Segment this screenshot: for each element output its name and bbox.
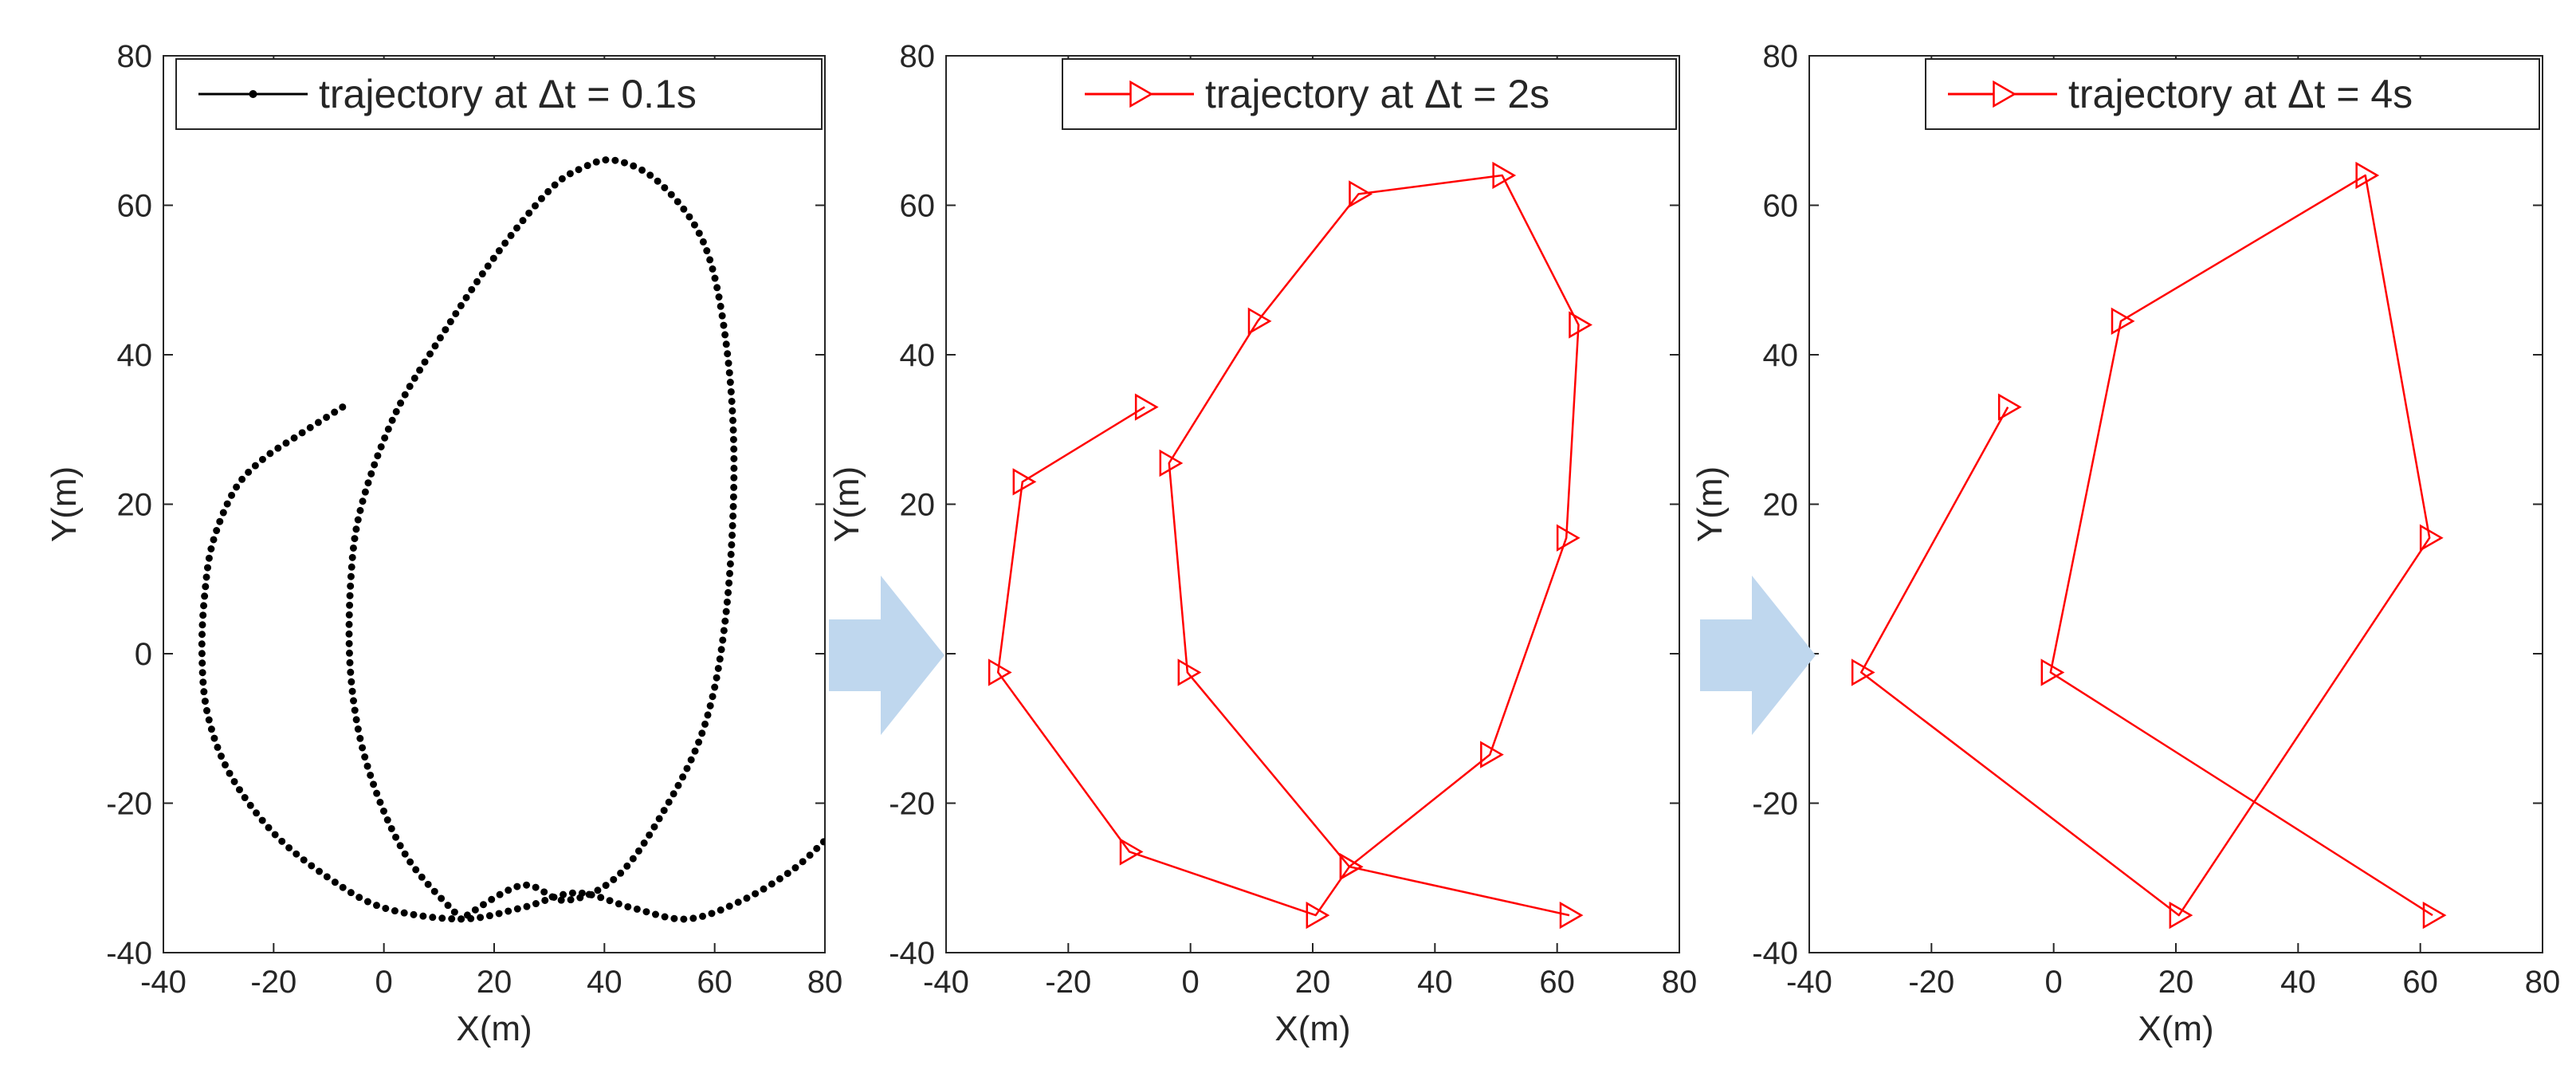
y-axis-label: Y(m) [827,466,866,542]
right-arrow-icon [1700,576,1816,735]
legend-marker-sample [1129,80,1154,108]
charts-group: -40 -20 0 20 40 60 80 -40 -20 0 20 40 60 80 X(m) Y(m) tr… [45,39,2560,1048]
data-point-marker [1997,393,2022,421]
x-axis-label: X(m) [2138,1009,2213,1048]
x-tick-label: -20 [1908,965,1954,1000]
y-axis-label: Y(m) [1690,466,1730,542]
y-tick-label: -40 [106,936,152,971]
legend-marker-sample [1993,80,2017,108]
data-point-marker [1480,741,1504,768]
data-point-marker [1247,307,1272,335]
x-tick-label: 0 [375,965,393,1000]
data-point-marker [1177,658,1202,686]
data-point-marker [1569,311,1593,339]
legend-label: trajectory at Δt = 4s [2068,72,2413,116]
y-tick-label: 40 [117,338,153,373]
x-tick-label: -20 [1045,965,1091,1000]
x-tick-label: 0 [1182,965,1200,1000]
data-point-marker [1339,853,1364,881]
y-tick-label: 60 [1763,189,1799,224]
y-tick-label: 60 [900,189,936,224]
y-tick-label: -20 [889,787,935,822]
plot-area [163,55,826,953]
y-tick-label: 80 [900,39,936,74]
series-line-1 [996,174,1580,917]
series-group [198,156,825,923]
arrows-group [829,576,1816,735]
x-tick-label: -40 [140,965,187,1000]
right-arrow-icon [829,576,944,735]
x-tick-label: 60 [2402,965,2438,1000]
chart-panel-3: -40-20020406080-40-20020406080X(m)Y(m)tr… [1690,39,2560,1048]
series-line-1 [198,403,825,923]
data-point-marker [1492,161,1517,190]
x-tick-label: 60 [697,965,732,1000]
data-point-marker [2169,901,2193,930]
data-point-marker [1349,180,1373,208]
data-point-marker [1559,901,1584,930]
series-group [1851,161,2447,930]
series-group [988,161,1593,930]
x-tick-label: 60 [1539,965,1575,1000]
chart-panel-2: -40-20020406080-40-20020406080X(m)Y(m)tr… [827,39,1697,1048]
data-point-marker [2355,161,2380,190]
x-tick-label: 40 [587,965,622,1000]
y-tick-label: -20 [106,787,152,822]
data-point-marker [2422,901,2447,930]
data-point-marker [988,658,1012,686]
data-point-marker [1012,468,1037,496]
x-tick-label: 20 [477,965,512,1000]
x-tick-label: -40 [923,965,969,1000]
y-tick-label: 80 [1763,39,1799,74]
x-tick-label: 40 [2280,965,2316,1000]
y-tick-label: 20 [117,488,153,523]
x-tick-label: 40 [1417,965,1453,1000]
x-axis-label: X(m) [1274,1009,1350,1048]
x-axis-label: X(m) [456,1009,532,1048]
data-point-marker [1119,838,1144,866]
y-tick-label: 40 [1763,338,1799,373]
data-point-marker [1159,449,1184,478]
series-line-1 [1859,174,2433,917]
x-tick-label: 80 [2525,965,2561,1000]
plot-area [1808,55,2543,953]
y-tick-label: -20 [1752,787,1798,822]
y-tick-label: 60 [117,189,153,224]
x-tick-label: 20 [2158,965,2194,1000]
x-tick-label: -20 [250,965,296,1000]
data-point-marker [1556,524,1581,552]
y-tick-label: 40 [900,338,936,373]
x-tick-label: 0 [2045,965,2063,1000]
y-axis-label: Y(m) [45,466,84,542]
y-tick-label: 20 [900,488,936,523]
y-tick-label: 80 [117,39,153,74]
y-tick-label: -40 [889,936,935,971]
data-point-marker [2111,307,2135,335]
legend-label: trajectory at Δt = 0.1s [319,72,697,116]
series-line-2 [345,156,738,923]
data-point-marker [2040,658,2065,686]
y-tick-label: 20 [1763,488,1799,523]
chart-panel-1: -40 -20 0 20 40 60 80 -40 -20 0 20 40 60 80 X(m) Y(m) tr… [45,39,842,1048]
legend-label: trajectory at Δt = 2s [1205,72,1549,116]
x-tick-label: 80 [807,965,843,1000]
data-point-marker [1851,658,1875,686]
data-point-marker [1306,901,1330,930]
legend-marker-sample [249,90,257,98]
x-tick-label: -40 [1786,965,1832,1000]
plot-area [945,55,1680,953]
data-point-marker [2419,524,2444,552]
y-tick-label: -40 [1752,936,1798,971]
x-tick-label: 80 [1662,965,1698,1000]
x-tick-label: 20 [1295,965,1331,1000]
data-point-marker [1134,393,1159,421]
y-tick-label: 0 [135,637,152,672]
